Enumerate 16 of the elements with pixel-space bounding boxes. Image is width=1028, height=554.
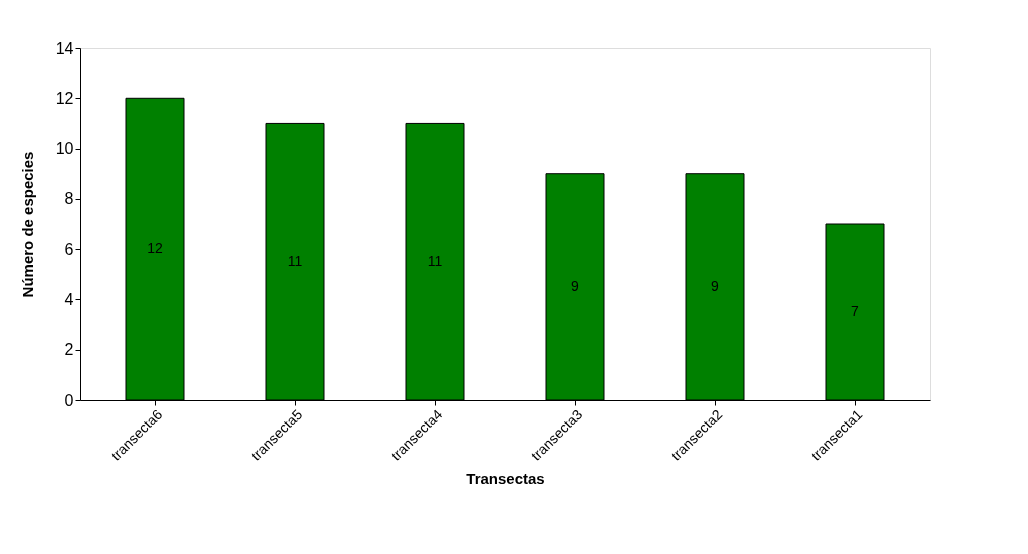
y-tick-label: 6 [64, 240, 74, 258]
y-axis-title: Número de especies [18, 151, 36, 298]
y-tick-label: 12 [55, 89, 74, 107]
y-tick-label: 4 [64, 290, 74, 308]
y-tick-label: 2 [64, 341, 74, 359]
data-label: 9 [711, 277, 720, 294]
data-label: 9 [571, 277, 580, 294]
data-label: 12 [147, 240, 163, 257]
y-tick-label: 10 [55, 140, 74, 158]
y-tick-label: 14 [55, 39, 74, 57]
data-label: 11 [427, 252, 443, 269]
data-label: 7 [851, 303, 860, 319]
x-axis-title: Transectas [466, 469, 545, 487]
y-tick-label: 8 [64, 190, 74, 208]
data-label: 11 [287, 252, 303, 269]
y-tick-label: 0 [64, 391, 74, 409]
